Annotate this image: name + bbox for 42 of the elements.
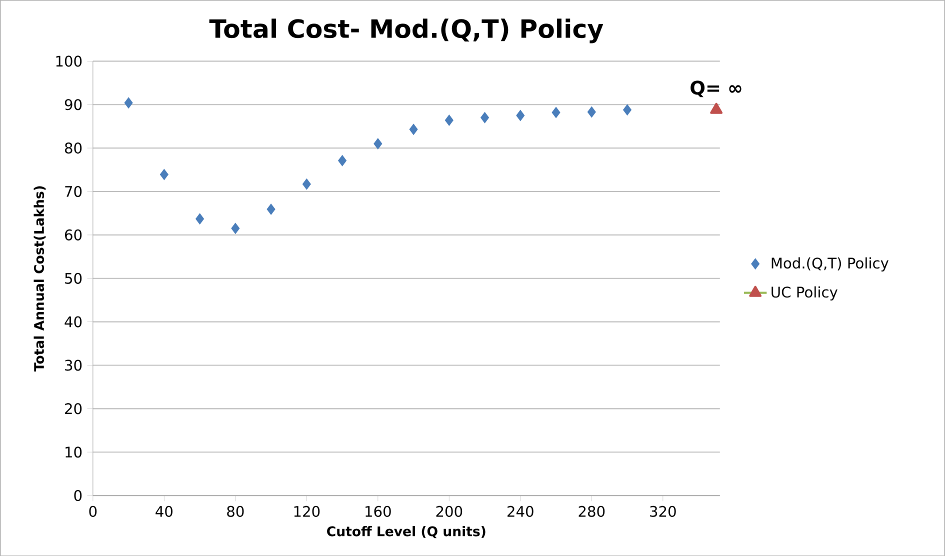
y-tick-label: 40 xyxy=(64,316,82,328)
point xyxy=(516,110,525,121)
x-tick-label: 160 xyxy=(366,506,391,517)
legend-label: UC Policy xyxy=(772,286,838,300)
point xyxy=(196,213,204,224)
y-tick-label: 80 xyxy=(64,142,82,154)
point xyxy=(124,97,133,108)
point xyxy=(552,106,560,118)
x-tick-label: 0 xyxy=(89,506,97,517)
y-tick-label: 70 xyxy=(65,186,82,197)
point xyxy=(338,154,347,166)
x-tick-label: 120 xyxy=(294,506,320,517)
y-tick-label: 30 xyxy=(65,360,82,371)
x-axis-title: Cutoff Level (Q units) xyxy=(327,526,486,538)
chart-title: Total Cost- Mod.(Q,T) Policy xyxy=(209,18,604,44)
x-tick-label: 40 xyxy=(156,506,172,517)
y-axis-title: Total Annual Cost(Lakhs) xyxy=(34,186,46,372)
x-tick-label: 80 xyxy=(227,506,244,517)
point xyxy=(374,138,382,150)
x-tick-label: 240 xyxy=(508,506,534,517)
annotation: Q= ∞ xyxy=(690,80,742,98)
point xyxy=(409,124,418,135)
y-tick-label: 20 xyxy=(65,402,82,414)
point xyxy=(710,102,723,114)
point xyxy=(231,222,240,234)
point xyxy=(587,106,596,118)
x-tick-label: 200 xyxy=(436,506,462,517)
y-tick-label: 90 xyxy=(64,98,82,110)
y-tick-label: 100 xyxy=(56,56,82,67)
point xyxy=(160,168,168,180)
x-tick-label: 320 xyxy=(650,506,676,517)
legend-label: Mod.(Q,T) Policy xyxy=(772,257,889,272)
y-tick-label: 10 xyxy=(66,446,82,458)
point xyxy=(623,104,632,116)
point xyxy=(444,114,454,126)
point xyxy=(302,178,311,190)
point xyxy=(266,204,276,215)
y-tick-label: 60 xyxy=(65,229,82,240)
x-tick-label: 280 xyxy=(578,506,605,517)
y-tick-label: 0 xyxy=(74,490,82,501)
y-tick-label: 50 xyxy=(65,272,82,284)
point xyxy=(480,112,490,124)
